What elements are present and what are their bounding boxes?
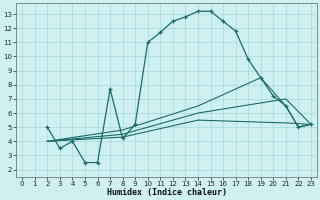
X-axis label: Humidex (Indice chaleur): Humidex (Indice chaleur) (107, 188, 227, 197)
